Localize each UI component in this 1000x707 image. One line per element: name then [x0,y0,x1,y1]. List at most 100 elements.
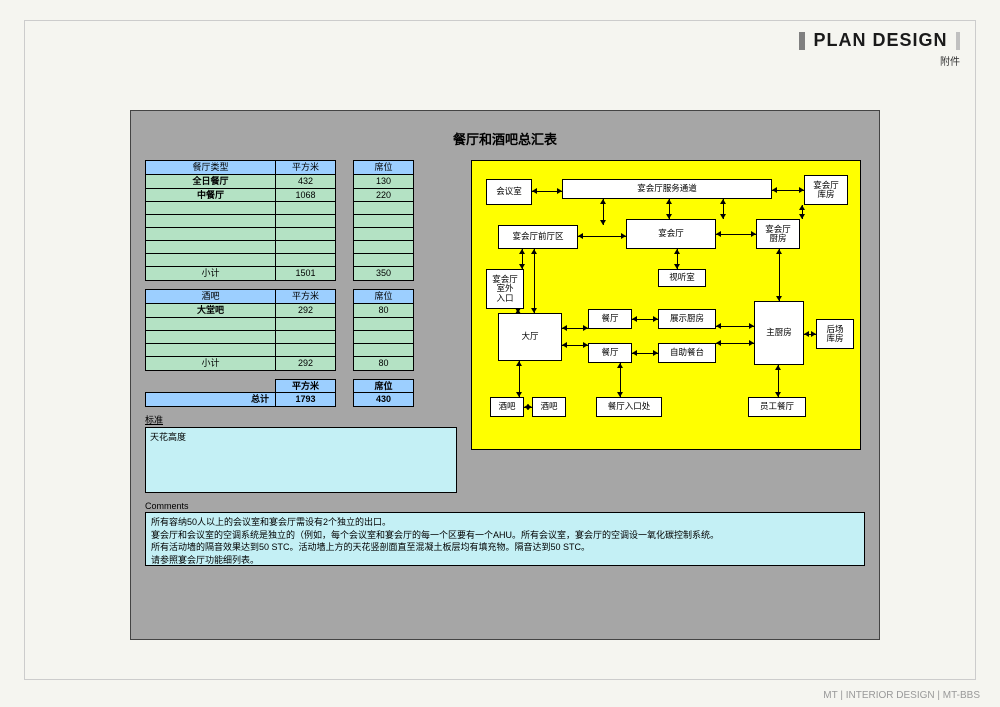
arrow-icon [749,323,754,329]
comment-line: 请参照宴会厅功能细列表。 [151,554,859,567]
arrow-icon [751,231,756,237]
table-cell [354,215,414,228]
comments-label: Comments [145,501,865,511]
t1-h0: 餐厅类型 [146,161,276,175]
arrow-icon [804,331,809,337]
t2-h0: 酒吧 [146,290,276,304]
tot-label: 总计 [146,393,276,407]
table-cell [146,254,276,267]
flow-node-dining1: 餐厅 [588,309,632,329]
arrow-icon [653,350,658,356]
flow-node-mkitchen: 主厨房 [754,301,804,365]
standard-box: 天花高度 [145,427,457,493]
flow-node-meeting: 会议室 [486,179,532,205]
flow-edge [716,234,756,235]
total-table: 平方米 席位 总计 1793 430 [145,379,414,408]
arrow-icon [632,350,637,356]
arrow-icon [583,342,588,348]
standard-label: 标准 [145,413,457,426]
arrow-icon [621,233,626,239]
arrow-icon [799,214,805,219]
table-cell [354,254,414,267]
watermark: MT | INTERIOR DESIGN | MT-BBS [823,690,980,701]
header-brand: PLAN DESIGN 附件 [799,30,960,68]
arrow-icon [716,323,721,329]
arrow-icon [519,264,525,269]
flow-node-store: 宴会厅库房 [804,175,848,205]
table-cell [354,202,414,215]
flow-edge [534,249,535,313]
table-cell [276,330,336,343]
arrow-icon [600,220,606,225]
arrow-icon [653,316,658,322]
main-panel: 餐厅和酒吧总汇表 餐厅类型 平方米 席位 全日餐厅432130中餐厅106822… [130,110,880,640]
t1-h2: 席位 [354,161,414,175]
comment-line: 所有容纳50人以上的会议室和宴会厅需设有2个独立的出口。 [151,516,859,529]
flow-node-bar1: 酒吧 [490,397,524,417]
flowchart: 会议室宴会厅服务通道宴会厅库房宴会厅前厅区宴会厅宴会厅厨房宴会厅室外入口视听室大… [471,160,861,450]
brand-bar2-icon [956,32,960,50]
arrow-icon [799,187,804,193]
t2-h2: 席位 [354,290,414,304]
t1-sub-1: 350 [354,267,414,281]
arrow-icon [799,205,805,210]
arrow-icon [776,249,782,254]
tot-h2: 席位 [354,379,414,393]
arrow-icon [716,340,721,346]
arrow-icon [720,214,726,219]
t2-h1: 平方米 [276,290,336,304]
flow-node-dining2: 餐厅 [588,343,632,363]
table-cell [146,241,276,254]
arrow-icon [632,316,637,322]
arrow-icon [666,199,672,204]
flow-node-prehall: 宴会厅前厅区 [498,225,578,249]
flow-node-entry: 宴会厅室外入口 [486,269,524,309]
flow-node-corridor: 宴会厅服务通道 [562,179,772,199]
arrow-icon [749,340,754,346]
tot-v0: 1793 [276,393,336,407]
arrow-icon [557,188,562,194]
flow-node-banquet: 宴会厅 [626,219,716,249]
table-cell: 292 [276,303,336,317]
table-cell [354,343,414,356]
bar-table: 酒吧 平方米 席位 大堂吧29280 小计 292 80 [145,289,414,370]
arrow-icon [674,249,680,254]
table-cell [354,330,414,343]
flow-node-show: 展示厨房 [658,309,716,329]
flow-node-dentry: 餐厅入口处 [596,397,662,417]
arrow-icon [531,249,537,254]
t1-h1: 平方米 [276,161,336,175]
table-cell [276,317,336,330]
tot-v1: 430 [354,393,414,407]
page-title: 餐厅和酒吧总汇表 [131,111,879,160]
table-cell [276,241,336,254]
arrow-icon [583,325,588,331]
table-cell [146,228,276,241]
table-cell [276,215,336,228]
arrow-icon [617,363,623,368]
flow-node-lobby: 大厅 [498,313,562,361]
arrow-icon [811,331,816,337]
arrow-icon [578,233,583,239]
comments-box: 所有容纳50人以上的会议室和宴会厅需设有2个独立的出口。宴会厅和会议室的空调系统… [145,512,865,566]
table-cell [276,228,336,241]
tot-h1: 平方米 [276,379,336,393]
arrow-icon [515,309,521,314]
arrow-icon [531,308,537,313]
flow-node-buffet: 自助餐台 [658,343,716,363]
table-cell [146,202,276,215]
flow-edge [578,236,626,237]
comment-line: 所有活动墙的隔音效果达到50 STC。活动墙上方的天花竖剖面直至混凝土板层均有填… [151,541,859,554]
t1-sub-label: 小计 [146,267,276,281]
table-cell: 130 [354,174,414,188]
brand-bar-icon [799,32,805,50]
arrow-icon [562,325,567,331]
arrow-icon [562,342,567,348]
arrow-icon [519,249,525,254]
arrow-icon [775,365,781,370]
t2-sub-1: 80 [354,356,414,370]
table-cell: 大堂吧 [146,303,276,317]
t1-sub-0: 1501 [276,267,336,281]
arrow-icon [600,199,606,204]
t2-sub-0: 292 [276,356,336,370]
